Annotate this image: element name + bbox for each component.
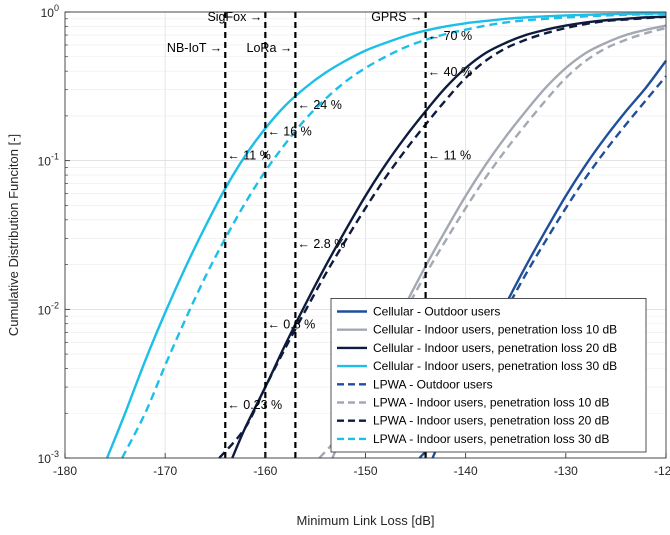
- percent-annotation: ← 0.23 %: [227, 398, 282, 412]
- y-axis-title: Cumulative Distribution Funciton [-]: [6, 134, 21, 336]
- y-tick-label: 10-1: [38, 152, 59, 169]
- legend-entry: Cellular - Indoor users, penetration los…: [373, 359, 617, 373]
- tech-marker-label: SigFox →: [207, 10, 262, 24]
- legend-entry: LPWA - Indoor users, penetration loss 30…: [373, 432, 609, 446]
- series-line: [218, 15, 667, 459]
- percent-annotation: ← 24 %: [297, 98, 341, 112]
- annotations: ← 0.23 % ← 11 % ← 0.8 % ← 16 % ← 2.8 % ← 24 %…: [227, 29, 472, 412]
- legend-entry: LPWA - Indoor users, penetration loss 10…: [373, 396, 609, 410]
- legend: Cellular - Outdoor users Cellular - Indoo…: [330, 297, 647, 453]
- series-line: [121, 12, 667, 459]
- legend-entry: LPWA - Indoor users, penetration loss 20…: [373, 414, 609, 428]
- series-line: [105, 12, 667, 459]
- x-tick-label: -150: [353, 464, 377, 478]
- percent-annotation: ← 16 %: [267, 124, 311, 138]
- y-tick-label: 10-2: [38, 300, 59, 317]
- percent-annotation: ← 0.8 %: [267, 318, 315, 332]
- y-tick-label: 100: [41, 3, 59, 20]
- legend-entry: Cellular - Outdoor users: [373, 305, 500, 319]
- x-tick-label: -120: [654, 464, 670, 478]
- percent-annotation: ← 11 %: [428, 149, 472, 163]
- legend-entry: LPWA - Outdoor users: [373, 377, 493, 391]
- percent-annotation: ← 2.8 %: [297, 237, 345, 251]
- legend-entry: Cellular - Indoor users, penetration los…: [373, 341, 617, 355]
- x-tick-label: -180: [53, 464, 77, 478]
- percent-annotation: ← 40 %: [428, 65, 472, 79]
- y-tick-label: 10-3: [38, 449, 59, 466]
- x-tick-label: -140: [454, 464, 478, 478]
- x-axis-title: Minimum Link Loss [dB]: [297, 513, 435, 528]
- legend-box: [330, 297, 647, 453]
- x-tick-label: -130: [554, 464, 578, 478]
- tech-marker-label: NB-IoT →: [167, 41, 222, 55]
- x-tick-label: -170: [153, 464, 177, 478]
- series-line: [318, 26, 667, 459]
- axes: -180 -170 -160 -150 -140 -130 -120 10-3 10-2 10-1…: [38, 3, 670, 478]
- legend-entry: Cellular - Indoor users, penetration los…: [373, 323, 617, 337]
- x-tick-label: -160: [253, 464, 277, 478]
- series-line: [231, 15, 667, 459]
- percent-annotation: ← 70 %: [428, 29, 472, 43]
- vertical-markers: NB-IoT → SigFox → LoRa → GPRS →: [167, 10, 427, 458]
- percent-annotation: ← 11 %: [227, 149, 271, 163]
- tech-marker-label: LoRa →: [247, 41, 293, 55]
- tech-marker-label: GPRS →: [371, 10, 422, 24]
